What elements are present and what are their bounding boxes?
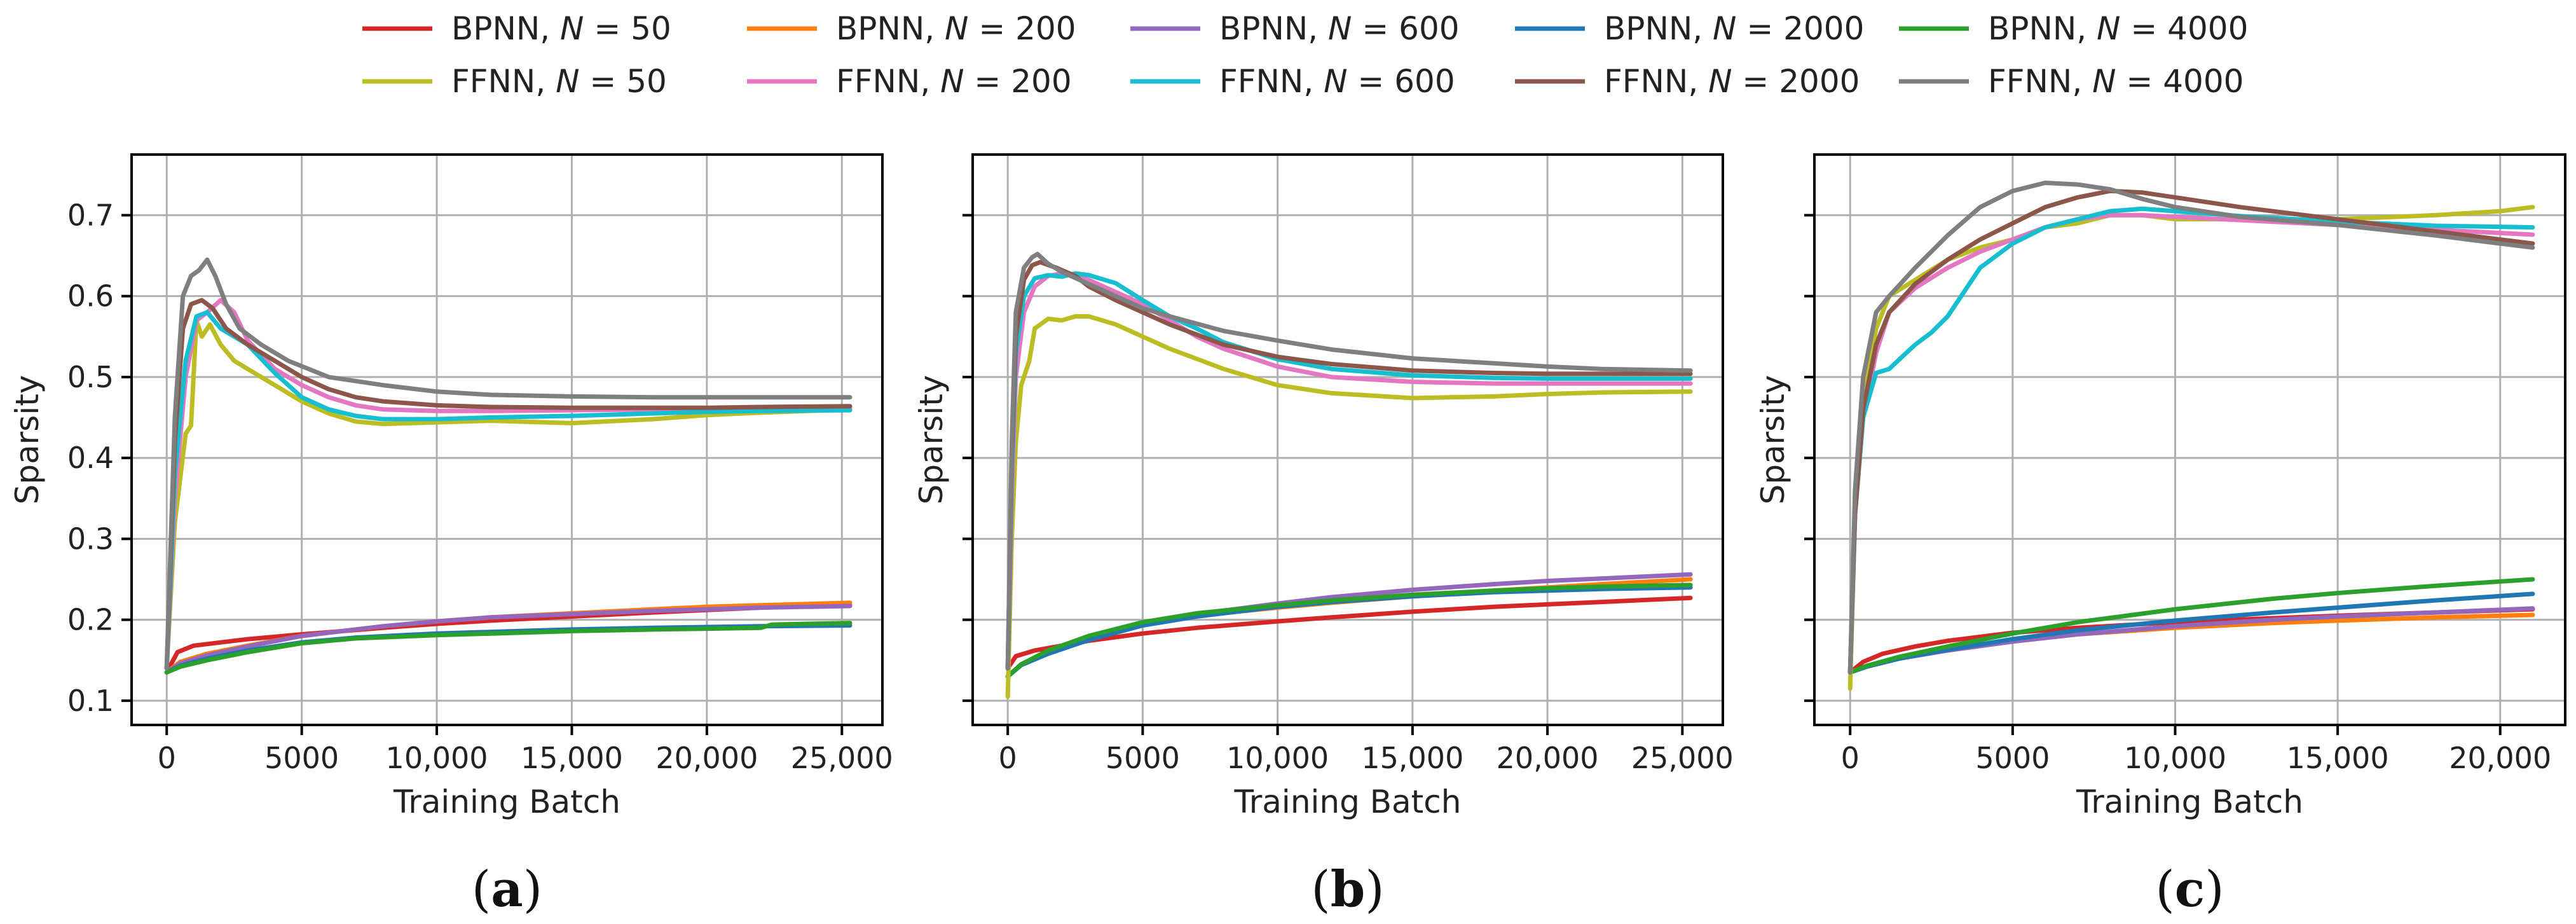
series-line bbox=[1005, 271, 1693, 671]
legend-entry: FFNN, N = 600 bbox=[1130, 63, 1455, 100]
x-tick-label: 10,000 bbox=[386, 741, 488, 775]
legend: BPNN, N = 50 BPNN, N = 200 BPNN, N = 600 BP… bbox=[362, 10, 2248, 100]
panel-label: (c) bbox=[2155, 860, 2224, 918]
legend-label: BPNN, N = 50 bbox=[451, 10, 671, 47]
series-line bbox=[1005, 252, 1693, 671]
legend-entry: BPNN, N = 600 bbox=[1130, 10, 1460, 47]
y-tick-label: 0.2 bbox=[67, 603, 114, 637]
legend-entry: FFNN, N = 2000 bbox=[1515, 63, 1860, 100]
chart-panels: 0 5000 10,000 15,000 20,000 25,000 0.1 0.2 0.3 0.… bbox=[9, 153, 2566, 918]
x-tick-label: 0 bbox=[1841, 741, 1860, 775]
series-line bbox=[164, 257, 853, 671]
legend-label: BPNN, N = 200 bbox=[836, 10, 1076, 47]
x-tick-label: 0 bbox=[158, 741, 176, 775]
x-axis-label: Training Batch bbox=[2076, 783, 2303, 820]
y-tick-label: 0.4 bbox=[67, 441, 114, 475]
series-line bbox=[164, 603, 853, 675]
legend-label: BPNN, N = 600 bbox=[1219, 10, 1460, 47]
chart-panel: 0 5000 10,000 15,000 20,000 25,000 0.1 0.2 0.3 0.… bbox=[9, 153, 893, 918]
legend-label: FFNN, N = 200 bbox=[836, 63, 1072, 100]
y-tick-label: 0.7 bbox=[67, 198, 114, 232]
series-line bbox=[1005, 314, 1693, 699]
x-tick-label: 10,000 bbox=[1226, 741, 1329, 775]
chart-panel: 0 5000 10,000 15,000 20,000 25,000 Training Ba… bbox=[913, 153, 1734, 918]
y-axis-label: Sparsity bbox=[9, 375, 46, 505]
x-tick-label: 20,000 bbox=[2449, 741, 2551, 775]
legend-entry: BPNN, N = 200 bbox=[747, 10, 1076, 47]
x-tick-label: 5000 bbox=[1975, 741, 2050, 775]
panel-label: (a) bbox=[472, 860, 542, 918]
series-line bbox=[1847, 212, 2535, 675]
x-tick-label: 0 bbox=[999, 741, 1017, 775]
series-group bbox=[1847, 181, 2535, 691]
x-axis-label: Training Batch bbox=[1234, 783, 1462, 820]
x-tick-label: 10,000 bbox=[2124, 741, 2226, 775]
y-tick-label: 0.1 bbox=[67, 684, 114, 718]
x-tick-label: 25,000 bbox=[791, 741, 893, 775]
series-line bbox=[164, 310, 853, 671]
x-axis-label: Training Batch bbox=[393, 783, 620, 820]
legend-label: BPNN, N = 4000 bbox=[1988, 10, 2248, 47]
x-tick-label: 5000 bbox=[264, 741, 339, 775]
series-line bbox=[1847, 577, 2535, 675]
legend-entry: BPNN, N = 50 bbox=[362, 10, 671, 47]
series-group bbox=[164, 257, 853, 675]
x-tick-label: 15,000 bbox=[2287, 741, 2389, 775]
y-tick-label: 0.5 bbox=[67, 360, 114, 394]
legend-label: BPNN, N = 2000 bbox=[1604, 10, 1864, 47]
legend-label: FFNN, N = 50 bbox=[451, 63, 667, 100]
y-axis-label: Sparsity bbox=[913, 375, 950, 505]
series-line bbox=[164, 298, 853, 671]
y-axis-label: Sparsity bbox=[1755, 375, 1792, 505]
series-line bbox=[1847, 181, 2535, 675]
x-tick-label: 15,000 bbox=[1361, 741, 1463, 775]
x-tick-label: 20,000 bbox=[1497, 741, 1599, 775]
series-line bbox=[1005, 259, 1693, 671]
chart-panel: 0 5000 10,000 15,000 20,000 Training Batch Spa… bbox=[1755, 153, 2566, 918]
legend-entry: BPNN, N = 2000 bbox=[1515, 10, 1864, 47]
axes-frame bbox=[1813, 153, 2566, 726]
x-tick-label: 15,000 bbox=[521, 741, 623, 775]
x-tick-label: 25,000 bbox=[1631, 741, 1734, 775]
legend-entry: BPNN, N = 4000 bbox=[1899, 10, 2248, 47]
y-tick-label: 0.6 bbox=[67, 279, 114, 314]
axes-frame bbox=[971, 153, 1724, 726]
series-group bbox=[1005, 252, 1693, 699]
series-line bbox=[1005, 271, 1693, 671]
x-tick-label: 5000 bbox=[1106, 741, 1180, 775]
series-line bbox=[1847, 188, 2535, 675]
legend-entry: FFNN, N = 4000 bbox=[1899, 63, 2244, 100]
series-line bbox=[164, 318, 853, 671]
series-line bbox=[164, 621, 853, 675]
series-line bbox=[1005, 595, 1693, 671]
axes-frame bbox=[130, 153, 884, 726]
legend-label: FFNN, N = 4000 bbox=[1988, 63, 2244, 100]
legend-entry: FFNN, N = 200 bbox=[747, 63, 1072, 100]
panel-label: (b) bbox=[1311, 860, 1384, 918]
legend-label: FFNN, N = 600 bbox=[1219, 63, 1455, 100]
legend-entry: FFNN, N = 50 bbox=[362, 63, 667, 100]
x-tick-label: 20,000 bbox=[655, 741, 758, 775]
y-tick-label: 0.3 bbox=[67, 521, 114, 556]
series-line bbox=[1005, 583, 1693, 679]
legend-label: FFNN, N = 2000 bbox=[1604, 63, 1860, 100]
